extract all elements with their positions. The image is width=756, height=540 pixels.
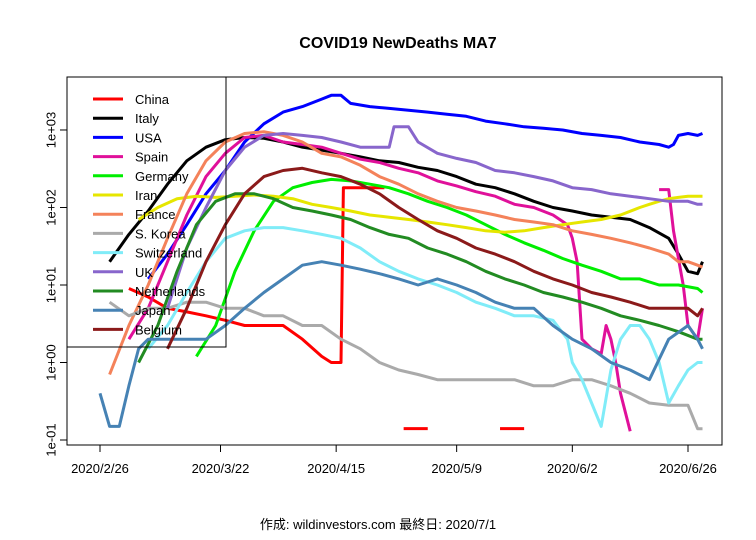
legend-label-switzerland: Switzerland <box>135 246 202 261</box>
legend-label-netherlands: Netherlands <box>135 284 206 299</box>
y-tick-label: 1e+03 <box>43 112 58 149</box>
legend-label-usa: USA <box>135 130 162 145</box>
series-line-netherlands <box>137 192 703 364</box>
series-line-belgium <box>166 166 704 350</box>
series-line-usa <box>147 93 704 280</box>
legend-label-china: China <box>135 92 170 107</box>
legend-label-belgium: Belgium <box>135 322 182 337</box>
legend-label-france: France <box>135 207 175 222</box>
legend-label-s-korea: S. Korea <box>135 226 186 241</box>
y-tick-label: 1e-01 <box>43 423 58 456</box>
legend-label-italy: Italy <box>135 111 159 126</box>
legend-label-spain: Spain <box>135 150 168 165</box>
x-tick-label: 2020/6/26 <box>659 461 717 476</box>
chart-title: COVID19 NewDeaths MA7 <box>299 35 496 52</box>
series-line-france <box>108 130 704 376</box>
x-tick-label: 2020/5/9 <box>431 461 482 476</box>
legend: China Italy USA Spain Germany Iran France S. Ko… <box>66 76 227 348</box>
series-line-switzerland <box>147 226 703 428</box>
legend-label-uk: UK <box>135 265 153 280</box>
y-tick-label: 1e+01 <box>43 267 58 304</box>
legend-box <box>66 76 227 348</box>
x-tick-label: 2020/2/26 <box>71 461 129 476</box>
y-tick-label: 1e+00 <box>43 344 58 381</box>
series-line-italy <box>108 136 704 276</box>
legend-label-japan: Japan <box>135 303 170 318</box>
x-tick-label: 2020/6/2 <box>547 461 598 476</box>
axes: 1e-01 1e+00 1e+01 1e+02 1e+03 2020/2/26 2020/3… <box>43 112 716 476</box>
legend-label-germany: Germany <box>135 169 189 184</box>
series-line-japan <box>98 260 704 428</box>
footer-credit: 作成: wildinvestors.com 最終日: 2020/7/1 <box>259 517 497 532</box>
series-line-china <box>128 186 385 364</box>
x-tick-label: 2020/4/15 <box>307 461 365 476</box>
legend-label-iran: Iran <box>135 188 157 203</box>
series-layer <box>98 93 704 432</box>
y-tick-label: 1e+02 <box>43 189 58 226</box>
series-line-s-korea <box>108 300 703 431</box>
x-tick-label: 2020/3/22 <box>192 461 250 476</box>
series-line-uk <box>166 125 703 309</box>
series-line-germany <box>195 177 704 358</box>
